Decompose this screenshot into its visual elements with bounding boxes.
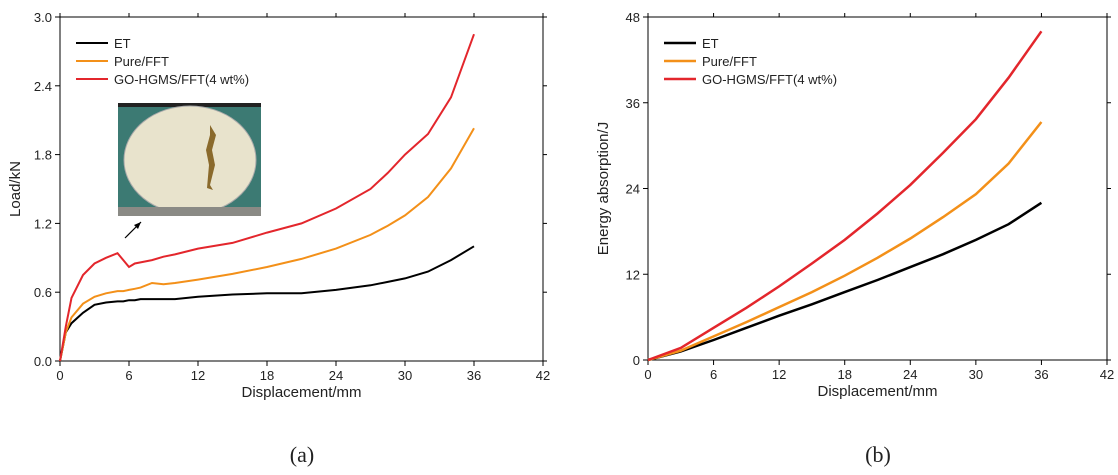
x-tick-label: 24 (329, 368, 343, 383)
y-tick-label: 1.8 (34, 148, 52, 163)
data-line (59, 245, 475, 362)
plot-frame (59, 16, 544, 362)
y-tick-label: 12 (626, 267, 640, 282)
inset-photo (118, 103, 261, 239)
x-tick-label: 0 (644, 367, 651, 382)
y-axis-label: Load/kN (7, 161, 24, 217)
x-axis-label: Displacement/mm (817, 383, 937, 400)
y-axis-label: Energy absorption/J (595, 122, 612, 255)
x-tick-label: 42 (1100, 367, 1114, 382)
x-tick-label: 30 (398, 368, 412, 383)
legend-label: GO-HGMS/FFT(4 wt%) (702, 72, 837, 87)
y-tick-label: 1.2 (34, 216, 52, 231)
legend-label: Pure/FFT (114, 54, 169, 69)
data-line (59, 33, 475, 362)
caption: (a) (290, 442, 314, 467)
x-tick-label: 0 (56, 368, 63, 383)
x-tick-label: 6 (125, 368, 132, 383)
x-tick-label: 36 (1034, 367, 1048, 382)
chart: 0 6 12 18 24 30 36 42 0 12 24 36 48 Displacement/mm En… (595, 10, 1114, 467)
x-tick-label: 30 (969, 367, 983, 382)
y-tick-label: 0.0 (34, 354, 52, 369)
x-tick-label: 6 (710, 367, 717, 382)
data-line (647, 201, 1043, 362)
data-line (647, 121, 1043, 362)
caption: (b) (865, 442, 891, 467)
data-line (647, 30, 1043, 362)
y-tick-label: 24 (626, 182, 640, 197)
y-tick-label: 0 (633, 353, 640, 368)
legend-label: GO-HGMS/FFT(4 wt%) (114, 72, 249, 87)
x-axis-label: Displacement/mm (241, 384, 361, 401)
y-tick-label: 48 (626, 10, 640, 25)
x-tick-label: 42 (536, 368, 550, 383)
y-tick-label: 0.6 (34, 285, 52, 300)
legend-label: Pure/FFT (702, 54, 757, 69)
x-tick-label: 18 (837, 367, 851, 382)
x-tick-label: 18 (260, 368, 274, 383)
legend-label: ET (702, 36, 719, 51)
y-tick-label: 3.0 (34, 10, 52, 25)
data-line (59, 127, 475, 362)
y-tick-label: 36 (626, 96, 640, 111)
x-tick-label: 12 (772, 367, 786, 382)
y-tick-label: 2.4 (34, 79, 52, 94)
x-tick-label: 24 (903, 367, 917, 382)
x-tick-label: 12 (191, 368, 205, 383)
x-tick-label: 36 (467, 368, 481, 383)
legend-label: ET (114, 36, 131, 51)
chart: 0 6 12 18 24 30 36 42 0.0 0.6 1.2 1.8 2.4 3.0 Displace… (7, 10, 550, 467)
